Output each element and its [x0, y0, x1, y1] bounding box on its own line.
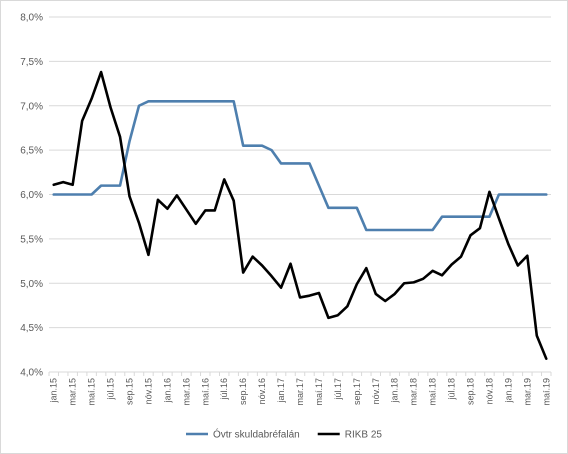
x-tick-label: nóv.16	[257, 378, 267, 404]
x-tick-label: jan.17	[276, 378, 286, 404]
x-tick-label: jan.16	[162, 378, 172, 404]
x-tick-label: sep.16	[238, 378, 248, 405]
x-axis: jan.15 mar.15 maí.15 júl.15 sep.15 nóv.15 jan.…	[48, 371, 552, 406]
x-tick-label: sep.17	[352, 378, 362, 405]
x-tick-label: júl.16	[219, 378, 229, 401]
legend-label: RIKB 25	[345, 430, 383, 441]
x-tick-label: maí.15	[87, 378, 97, 406]
y-tick-label: 7,0%	[20, 101, 43, 112]
x-tick-label: jan.15	[49, 378, 59, 404]
y-tick-label: 7,5%	[20, 57, 43, 68]
y-tick-label: 8,0%	[20, 13, 43, 24]
x-tick-label: sep.15	[125, 378, 135, 405]
x-tick-label: júl.15	[106, 378, 116, 401]
y-tick-label: 6,0%	[20, 190, 43, 201]
x-tick-label: mar.19	[522, 378, 532, 406]
x-tick-label: mar.18	[409, 378, 419, 406]
x-tick-label: júl.17	[333, 378, 343, 401]
x-tick-label: maí.16	[200, 378, 210, 406]
x-tick-label: sep.18	[465, 378, 475, 405]
x-tick-label: mar.15	[68, 378, 78, 406]
legend-label: Óvtr skuldabréfalán	[213, 428, 300, 441]
y-tick-label: 5,0%	[20, 279, 43, 290]
x-tick-label: maí.19	[541, 378, 551, 406]
y-tick-label: 4,5%	[20, 323, 43, 334]
x-tick-label: júl.18	[447, 378, 457, 401]
y-axis-tick-labels: 8,0% 7,5% 7,0% 6,5% 6,0% 5,5% 5,0% 4,5% 4,0%	[20, 13, 43, 379]
legend: Óvtr skuldabréfalán RIKB 25	[186, 428, 382, 441]
y-tick-label: 6,5%	[20, 146, 43, 157]
x-tick-label: mar.16	[181, 378, 191, 406]
series-line-1	[52, 100, 548, 232]
x-tick-label: maí.18	[428, 378, 438, 406]
x-tick-label: mar.17	[295, 378, 305, 406]
series-lines	[52, 70, 548, 360]
x-tick-label: nóv.15	[143, 378, 153, 404]
x-tick-label: jan.18	[390, 378, 400, 404]
x-tick-label: jan.19	[503, 378, 513, 404]
x-tick-label: nóv.17	[371, 378, 381, 404]
x-tick-label: nóv.18	[484, 378, 494, 404]
y-tick-label: 5,5%	[20, 234, 43, 245]
y-tick-label: 4,0%	[20, 368, 43, 379]
gridlines	[49, 16, 551, 373]
series-line-2	[52, 70, 548, 360]
x-tick-label: maí.17	[314, 378, 324, 406]
